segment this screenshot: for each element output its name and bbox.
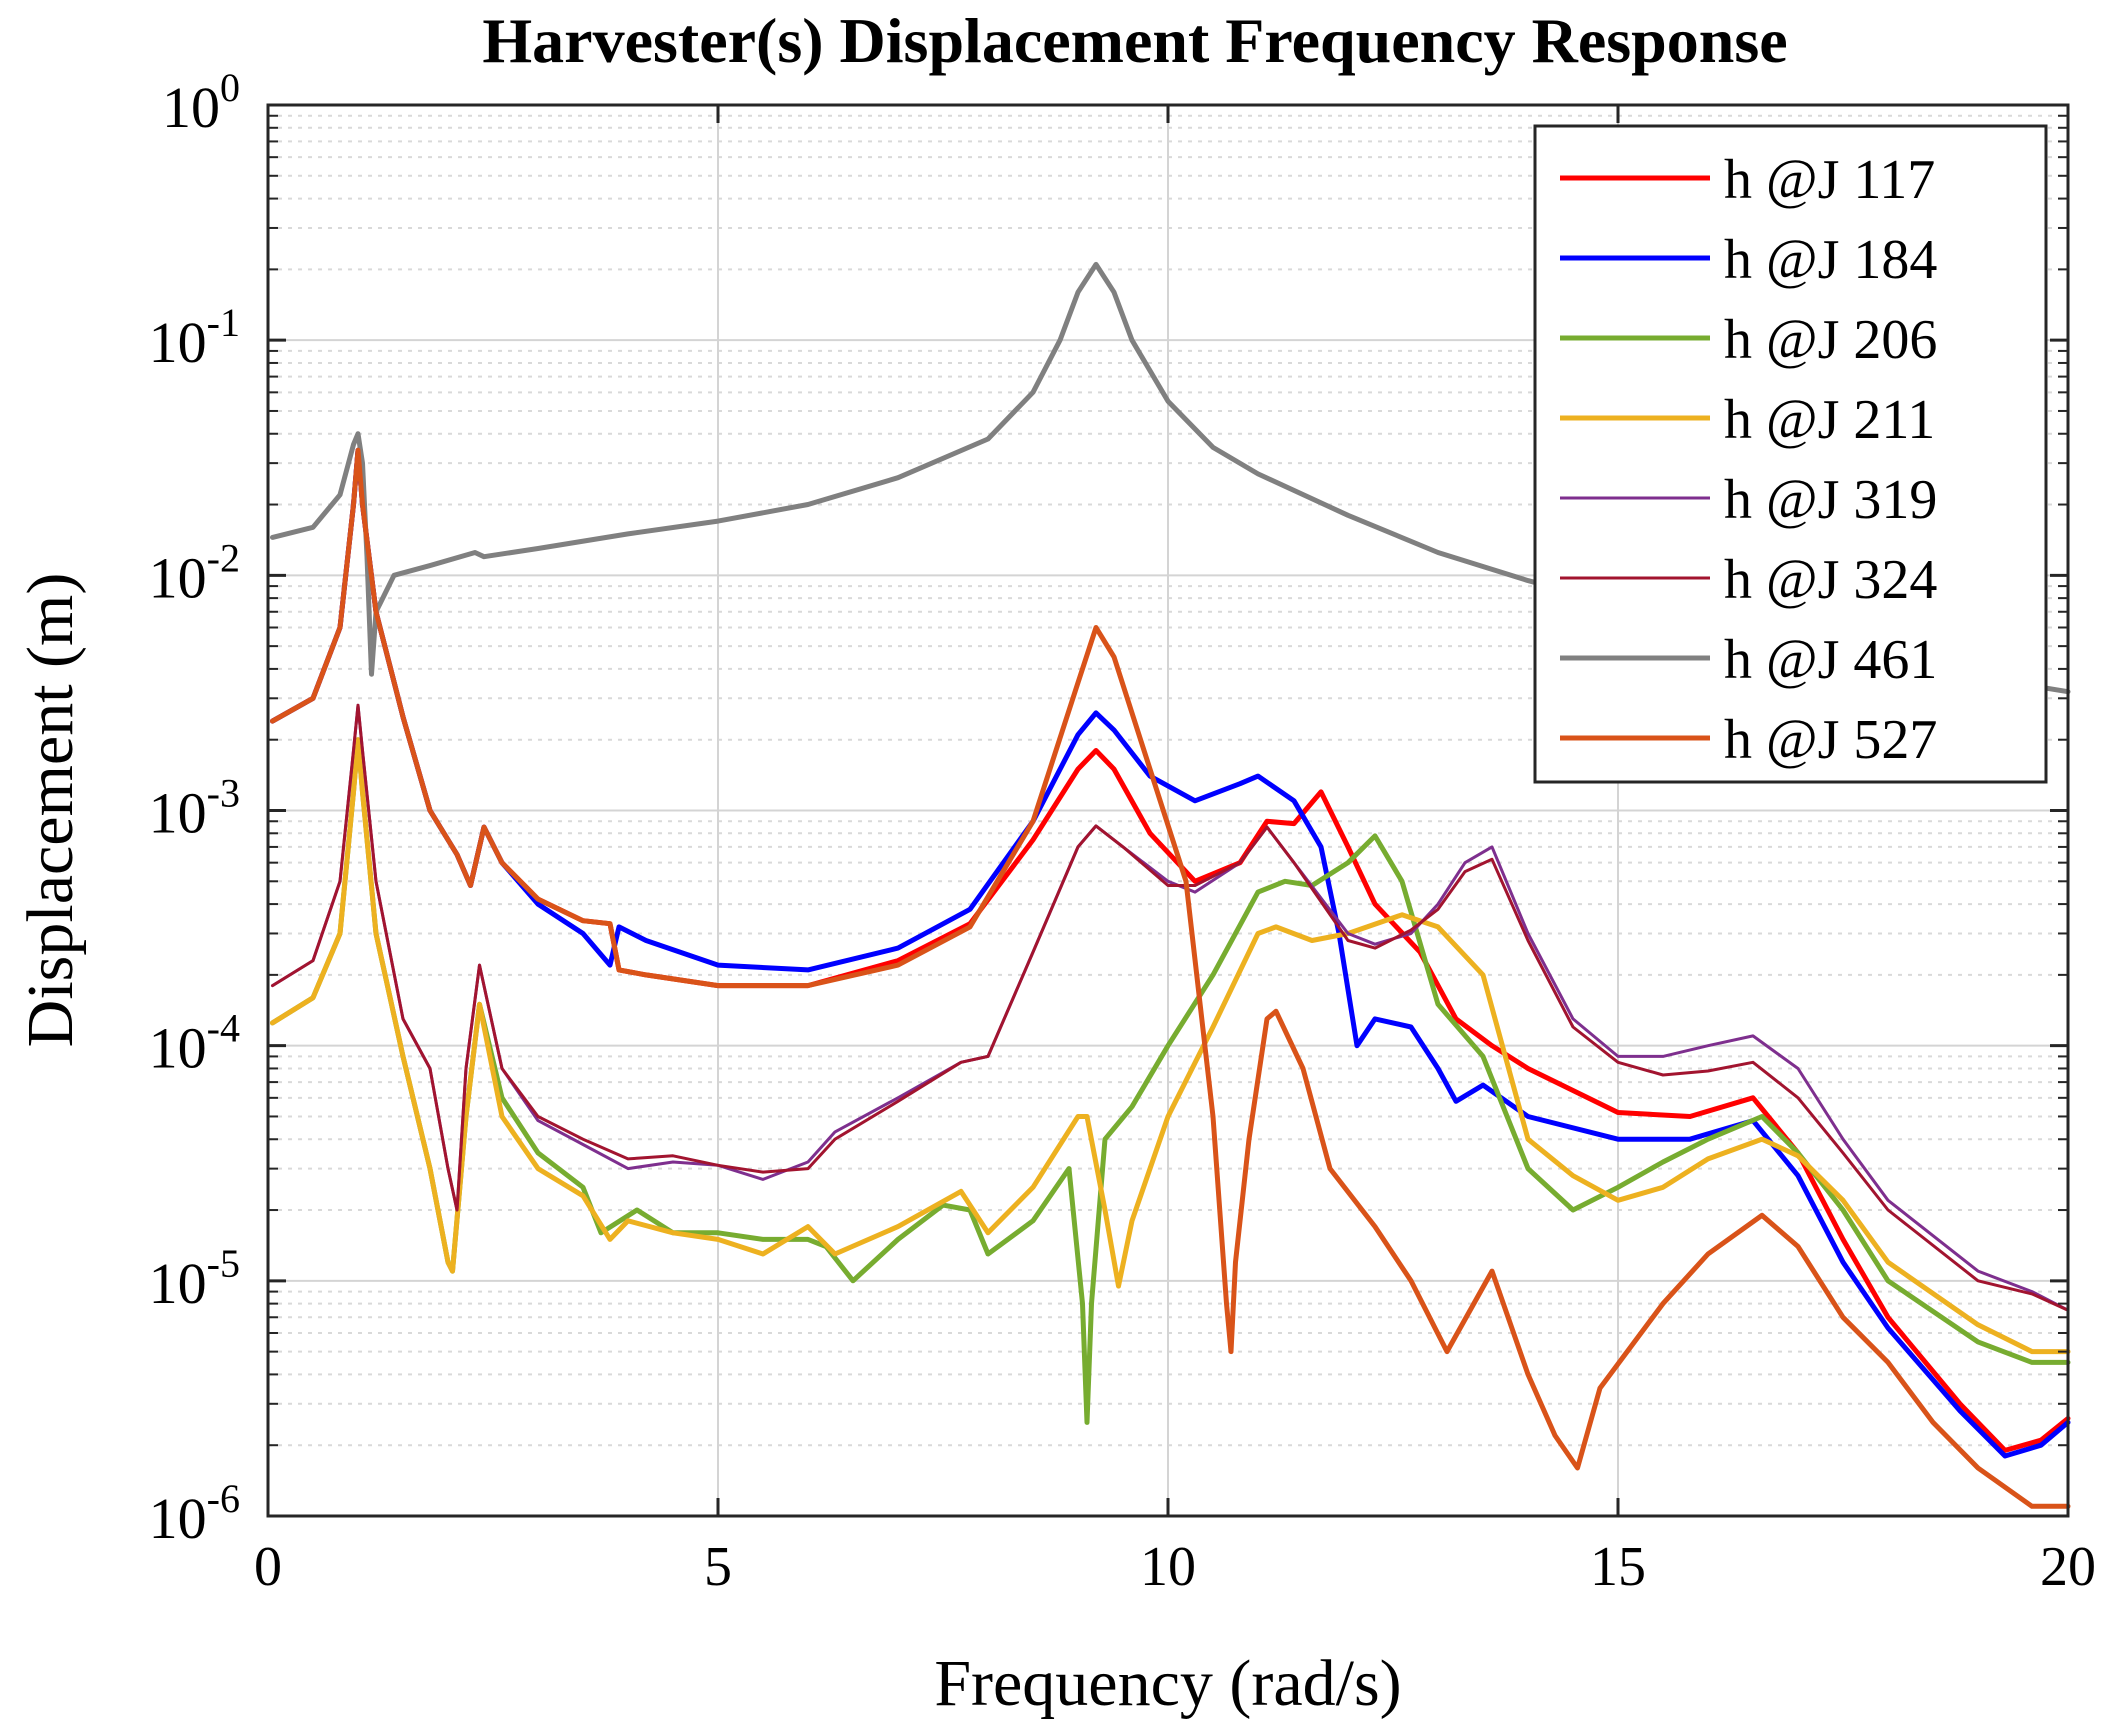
series-line-h-j-324 (271, 703, 2070, 1312)
legend-label-h-j-461: h @J 461 (1724, 629, 1937, 691)
y-tick-base: 10 (149, 1251, 207, 1316)
y-axis-label: Displacement (m) (14, 573, 87, 1048)
x-tick-label: 15 (1590, 1536, 1646, 1598)
x-tick-label: 5 (704, 1536, 732, 1598)
y-tick-base: 10 (149, 781, 207, 846)
y-tick-label: 100 (162, 65, 240, 140)
y-tick-exponent: -5 (207, 1241, 240, 1286)
legend-label-h-j-211: h @J 211 (1724, 389, 1935, 451)
y-tick-exponent: -6 (207, 1476, 240, 1521)
y-tick-label: 10-3 (149, 771, 240, 846)
y-tick-base: 10 (149, 545, 207, 610)
series-line-h-j-211 (270, 737, 2071, 1355)
x-tick-label: 20 (2040, 1536, 2096, 1598)
y-tick-label: 10-5 (149, 1241, 240, 1316)
y-tick-label: 10-4 (149, 1006, 240, 1081)
y-tick-label: 10-2 (149, 535, 240, 610)
legend-label-h-j-324: h @J 324 (1724, 549, 1937, 611)
axis-ticks (266, 103, 2070, 1518)
y-tick-exponent: -1 (207, 300, 240, 345)
x-tick-labels: 0 5 10 15 20 (254, 1536, 2096, 1598)
series-line-h-j-527 (270, 447, 2071, 1509)
y-tick-base: 10 (162, 75, 220, 140)
y-tick-exponent: -4 (207, 1006, 240, 1051)
legend-label-h-j-527: h @J 527 (1724, 709, 1937, 771)
x-tick-label: 0 (254, 1536, 282, 1598)
series-layer (270, 261, 2071, 1509)
y-tick-base: 10 (149, 1486, 207, 1551)
legend-label-h-j-206: h @J 206 (1724, 309, 1937, 371)
y-tick-base: 10 (149, 1016, 207, 1081)
legend: h @J 117 h @J 184 h @J 206 h @J 211 h @J 319… (1533, 124, 2048, 784)
y-tick-exponent: -2 (207, 535, 240, 580)
chart-title: Harvester(s) Displacement Frequency Resp… (482, 5, 1787, 76)
y-tick-label: 10-1 (149, 300, 240, 375)
x-tick-label: 10 (1140, 1536, 1196, 1598)
x-axis-label: Frequency (rad/s) (934, 1647, 1401, 1720)
y-tick-base: 10 (149, 310, 207, 375)
legend-box (1533, 124, 2048, 784)
y-tick-exponent: 0 (220, 65, 240, 110)
y-tick-exponent: -3 (207, 771, 240, 816)
legend-label-h-j-117: h @J 117 (1724, 149, 1935, 211)
legend-items: h @J 117 h @J 184 h @J 206 h @J 211 h @J 319… (1560, 149, 1937, 771)
y-tick-label: 10-6 (149, 1476, 240, 1551)
legend-label-h-j-319: h @J 319 (1724, 469, 1937, 531)
legend-label-h-j-184: h @J 184 (1724, 229, 1937, 291)
